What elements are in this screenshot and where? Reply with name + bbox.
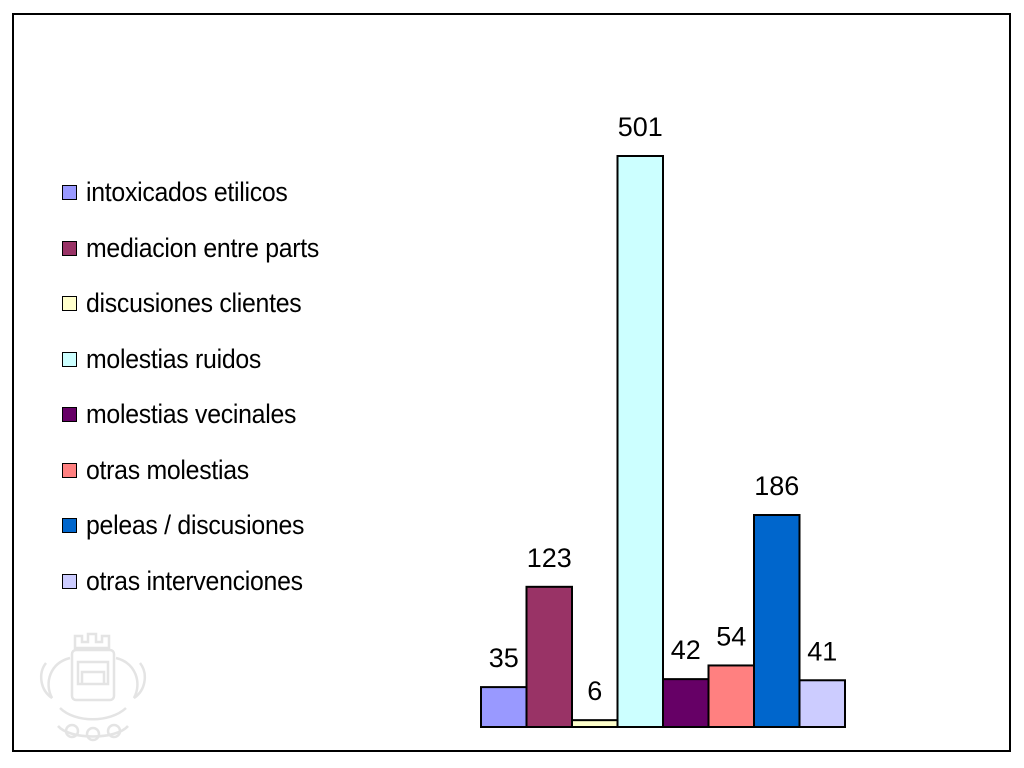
bar-intoxicados-etilicos <box>480 686 528 729</box>
legend-label: molestias ruidos <box>86 343 262 374</box>
legend-swatch <box>62 240 77 256</box>
data-label: 501 <box>618 112 663 142</box>
data-label: 35 <box>489 643 519 673</box>
legend-item-molestias-ruidos: molestias ruidos <box>62 332 339 388</box>
legend-label: discusiones clientes <box>86 288 302 319</box>
legend-swatch <box>62 296 77 312</box>
data-label: 54 <box>716 621 746 651</box>
legend-label: otras intervenciones <box>86 565 303 596</box>
legend-label: mediacion entre parts <box>86 232 320 263</box>
chart-frame <box>12 13 1011 752</box>
bar-mediacion-entre-parts <box>525 585 573 729</box>
data-label: 41 <box>807 636 837 666</box>
bar-discusiones-clientes <box>571 719 619 729</box>
legend-item-otras-intervenciones: otras intervenciones <box>62 554 339 610</box>
legend-item-discusiones-clientes: discusiones clientes <box>62 276 339 332</box>
bar-molestias-ruidos <box>616 155 664 728</box>
legend-item-peleas-discusiones: peleas / discusiones <box>62 498 339 554</box>
bar-molestias-vecinales <box>662 678 710 728</box>
legend-item-intoxicados-etilicos: intoxicados etilicos <box>62 165 339 221</box>
data-label: 186 <box>754 471 799 501</box>
legend-label: peleas / discusiones <box>86 510 305 541</box>
legend-swatch <box>62 518 77 534</box>
legend-swatch <box>62 185 77 201</box>
legend-item-otras-molestias: otras molestias <box>62 443 339 499</box>
legend-item-mediacion-entre-parts: mediacion entre parts <box>62 221 339 277</box>
data-label: 42 <box>671 635 701 665</box>
bar-peleas-discusiones <box>753 514 801 728</box>
bar-otras-molestias <box>707 664 755 728</box>
legend-label: intoxicados etilicos <box>86 177 288 208</box>
legend-swatch <box>62 462 77 478</box>
municipal-coat-of-arms-watermark-icon <box>39 632 147 742</box>
data-label: 6 <box>587 676 602 706</box>
legend-item-molestias-vecinales: molestias vecinales <box>62 387 339 443</box>
legend-swatch <box>62 351 77 367</box>
legend-label: otras molestias <box>86 454 249 485</box>
legend-swatch <box>62 573 77 589</box>
bar-otras-intervenciones <box>798 679 846 729</box>
data-label: 123 <box>527 543 572 573</box>
legend-label: molestias vecinales <box>86 399 297 430</box>
legend-swatch <box>62 407 77 423</box>
chart-legend: intoxicados etilicos mediacion entre par… <box>62 165 339 609</box>
